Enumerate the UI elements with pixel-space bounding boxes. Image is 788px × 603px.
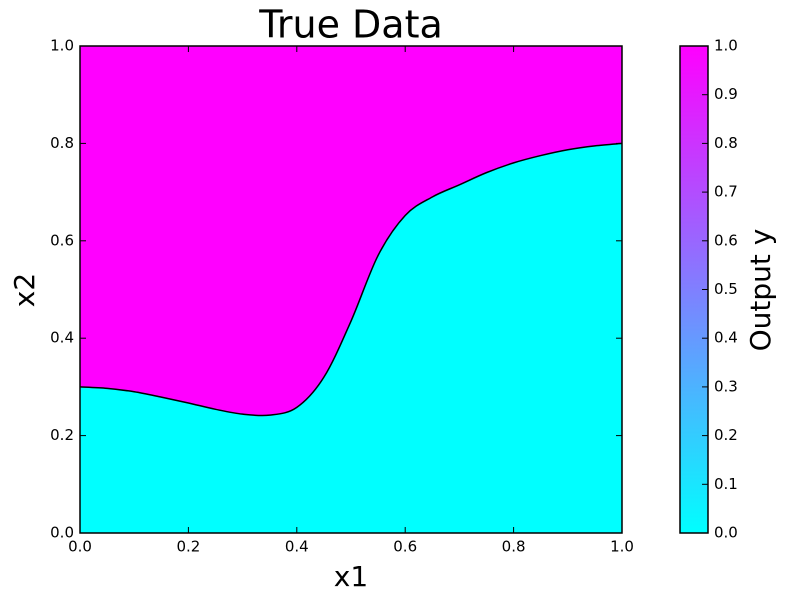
y-tick-label: 1.0: [50, 37, 74, 55]
boundary-line: [79, 142, 623, 417]
y-tick-label: 0.2: [50, 426, 74, 444]
colorbar-tick-label: 0.2: [714, 426, 738, 444]
y-tick-label: 0.6: [50, 231, 74, 249]
region-above: [80, 46, 622, 416]
x-axis-label: x1: [334, 560, 368, 593]
colorbar-tick-label: 0.3: [714, 377, 738, 395]
x-tick-label: 0.8: [502, 538, 526, 556]
x-tick-label: 0.0: [68, 538, 92, 556]
plot-frame: [79, 45, 623, 534]
y-axis-label: x2: [8, 273, 41, 307]
y-tick-label: 0.8: [50, 134, 74, 152]
colorbar-tick-label: 0.8: [714, 134, 738, 152]
y-tick-label: 0.0: [50, 524, 74, 542]
colorbar-tick-label: 0.5: [714, 280, 738, 298]
colorbar-tick-label: 0.9: [714, 85, 738, 103]
colorbar-tick-label: 0.0: [714, 524, 738, 542]
colorbar-tick-label: 0.4: [714, 329, 738, 347]
colorbar-tick-label: 0.6: [714, 231, 738, 249]
region-below: [80, 143, 622, 533]
colorbar-tick-label: 0.7: [714, 183, 738, 201]
colorbar-label: Output y: [744, 229, 777, 352]
colorbar-tick-label: 0.1: [714, 475, 738, 493]
x-tick-label: 0.6: [393, 538, 417, 556]
colorbar-tick-label: 1.0: [714, 37, 738, 55]
x-tick-label: 0.2: [176, 538, 200, 556]
x-tick-label: 1.0: [610, 538, 634, 556]
y-tick-label: 0.4: [50, 329, 74, 347]
chart-title: True Data: [258, 3, 443, 47]
x-tick-label: 0.4: [285, 538, 309, 556]
